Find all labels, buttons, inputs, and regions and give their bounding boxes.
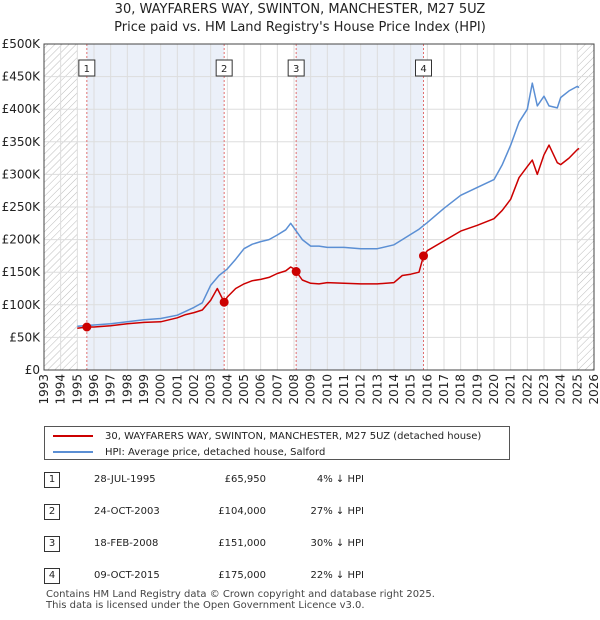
footer-licence: This data is licensed under the Open Gov… <box>46 600 365 611</box>
legend-swatch-hpi <box>53 451 93 453</box>
legend: 30, WAYFARERS WAY, SWINTON, MANCHESTER, … <box>44 426 510 460</box>
x-tick-label: 1994 <box>54 374 68 405</box>
table-row: 4 09-OCT-2015 £175,000 22% ↓ HPI <box>44 568 444 586</box>
y-tick-label: £500K <box>2 37 42 51</box>
x-tick-label: 2025 <box>570 374 584 405</box>
transaction-marker-box <box>287 59 305 77</box>
y-tick-label: £350K <box>2 135 42 149</box>
title-line-1: 30, WAYFARERS WAY, SWINTON, MANCHESTER, … <box>114 2 486 17</box>
x-tick-label: 2011 <box>337 374 351 405</box>
transaction-marker-box <box>415 59 432 77</box>
x-tick-label: 2014 <box>387 374 401 405</box>
x-tick-label: 2009 <box>304 374 318 405</box>
row-price: £151,000 <box>218 538 266 549</box>
sale-point <box>291 267 301 277</box>
transaction-marker-label: 2 <box>221 64 227 75</box>
x-tick-label: 2021 <box>504 374 518 405</box>
x-tick-label: 2017 <box>437 374 451 405</box>
x-tick-label: 2000 <box>154 374 168 405</box>
chart-title: 30, WAYFARERS WAY, SWINTON, MANCHESTER, … <box>0 1 600 37</box>
y-tick-label: £300K <box>2 167 42 181</box>
transaction-marker-label: 3 <box>293 64 299 75</box>
legend-label-hpi: HPI: Average price, detached house, Salf… <box>105 446 326 458</box>
title-line-2: Price paid vs. HM Land Registry's House … <box>114 20 486 35</box>
x-tick-label: 2020 <box>487 374 501 405</box>
x-tick-label: 2004 <box>220 374 234 405</box>
y-tick-label: £100K <box>2 298 42 312</box>
hpi-series-line <box>77 82 580 328</box>
x-tick-label: 1999 <box>137 374 151 405</box>
y-tick-label: £150K <box>2 265 42 279</box>
row-price: £65,950 <box>224 474 266 485</box>
x-tick-label: 2024 <box>554 374 568 405</box>
x-tick-label: 2001 <box>170 374 184 405</box>
x-tick-label: 2013 <box>370 374 384 405</box>
legend-item-hpi: HPI: Average price, detached house, Salf… <box>53 444 325 460</box>
transaction-marker-box <box>215 59 233 77</box>
sale-point <box>82 322 92 332</box>
x-tick-label: 1996 <box>87 374 101 405</box>
legend-label-property: 30, WAYFARERS WAY, SWINTON, MANCHESTER, … <box>105 430 482 442</box>
x-tick-label: 2010 <box>320 374 334 405</box>
x-tick-label: 1995 <box>70 374 84 405</box>
x-tick-label: 2023 <box>537 374 551 405</box>
row-hpi: 22% ↓ HPI <box>310 570 364 581</box>
x-tick-label: 2007 <box>270 374 284 405</box>
x-tick-label: 2003 <box>204 374 218 405</box>
row-date: 24-OCT-2003 <box>94 506 160 517</box>
sale-point <box>419 251 428 261</box>
x-tick-label: 2002 <box>187 374 201 405</box>
transaction-marker-label: 1 <box>84 64 90 75</box>
row-hpi: 27% ↓ HPI <box>310 506 364 517</box>
row-date: 09-OCT-2015 <box>94 570 160 581</box>
table-row: 3 18-FEB-2008 £151,000 30% ↓ HPI <box>44 536 444 554</box>
x-tick-label: 1993 <box>37 374 51 405</box>
y-tick-label: £450K <box>2 70 42 84</box>
price-chart: 1 2 3 4 £0 £50K £100K £150K £200K £250K £300K £350… <box>2 37 600 405</box>
x-tick-label: 2016 <box>420 374 434 405</box>
y-tick-label: £400K <box>2 102 42 116</box>
legend-item-property: 30, WAYFARERS WAY, SWINTON, MANCHESTER, … <box>53 428 481 444</box>
transaction-marker-label: 4 <box>420 64 426 75</box>
x-tick-label: 2012 <box>354 374 368 405</box>
x-tick-label: 2018 <box>454 374 468 405</box>
row-hpi: 30% ↓ HPI <box>310 538 364 549</box>
sale-point <box>219 297 229 307</box>
x-tick-label: 1997 <box>104 374 118 405</box>
x-tick-label: 2022 <box>520 374 534 405</box>
x-tick-label: 1998 <box>120 374 134 405</box>
plot-frame <box>43 43 595 371</box>
footer-copyright: Contains HM Land Registry data © Crown c… <box>46 589 435 600</box>
x-tick-label: 2019 <box>470 374 484 405</box>
row-number: 2 <box>44 504 60 520</box>
transaction-marker-box <box>78 59 96 77</box>
x-tick-label: 2005 <box>237 374 251 405</box>
y-tick-label: £50K <box>9 330 41 344</box>
x-tick-label: 2026 <box>587 374 600 405</box>
x-tick-label: 2006 <box>254 374 268 405</box>
table-row: 1 28-JUL-1995 £65,950 4% ↓ HPI <box>44 472 444 490</box>
row-hpi: 4% ↓ HPI <box>316 474 364 485</box>
table-row: 2 24-OCT-2003 £104,000 27% ↓ HPI <box>44 504 444 522</box>
row-date: 28-JUL-1995 <box>94 474 156 485</box>
row-number: 1 <box>44 472 60 488</box>
y-tick-label: £0 <box>25 363 40 377</box>
row-number: 3 <box>44 536 60 552</box>
row-price: £175,000 <box>218 570 266 581</box>
footer: Contains HM Land Registry data © Crown c… <box>46 589 435 611</box>
x-tick-label: 2015 <box>404 374 418 405</box>
property-series-line <box>77 144 580 330</box>
row-number: 4 <box>44 568 60 584</box>
legend-swatch-property <box>53 435 93 437</box>
x-tick-label: 2008 <box>287 374 301 405</box>
y-tick-label: £250K <box>2 200 42 214</box>
row-date: 18-FEB-2008 <box>94 538 159 549</box>
y-tick-label: £200K <box>2 233 42 247</box>
row-price: £104,000 <box>218 506 266 517</box>
